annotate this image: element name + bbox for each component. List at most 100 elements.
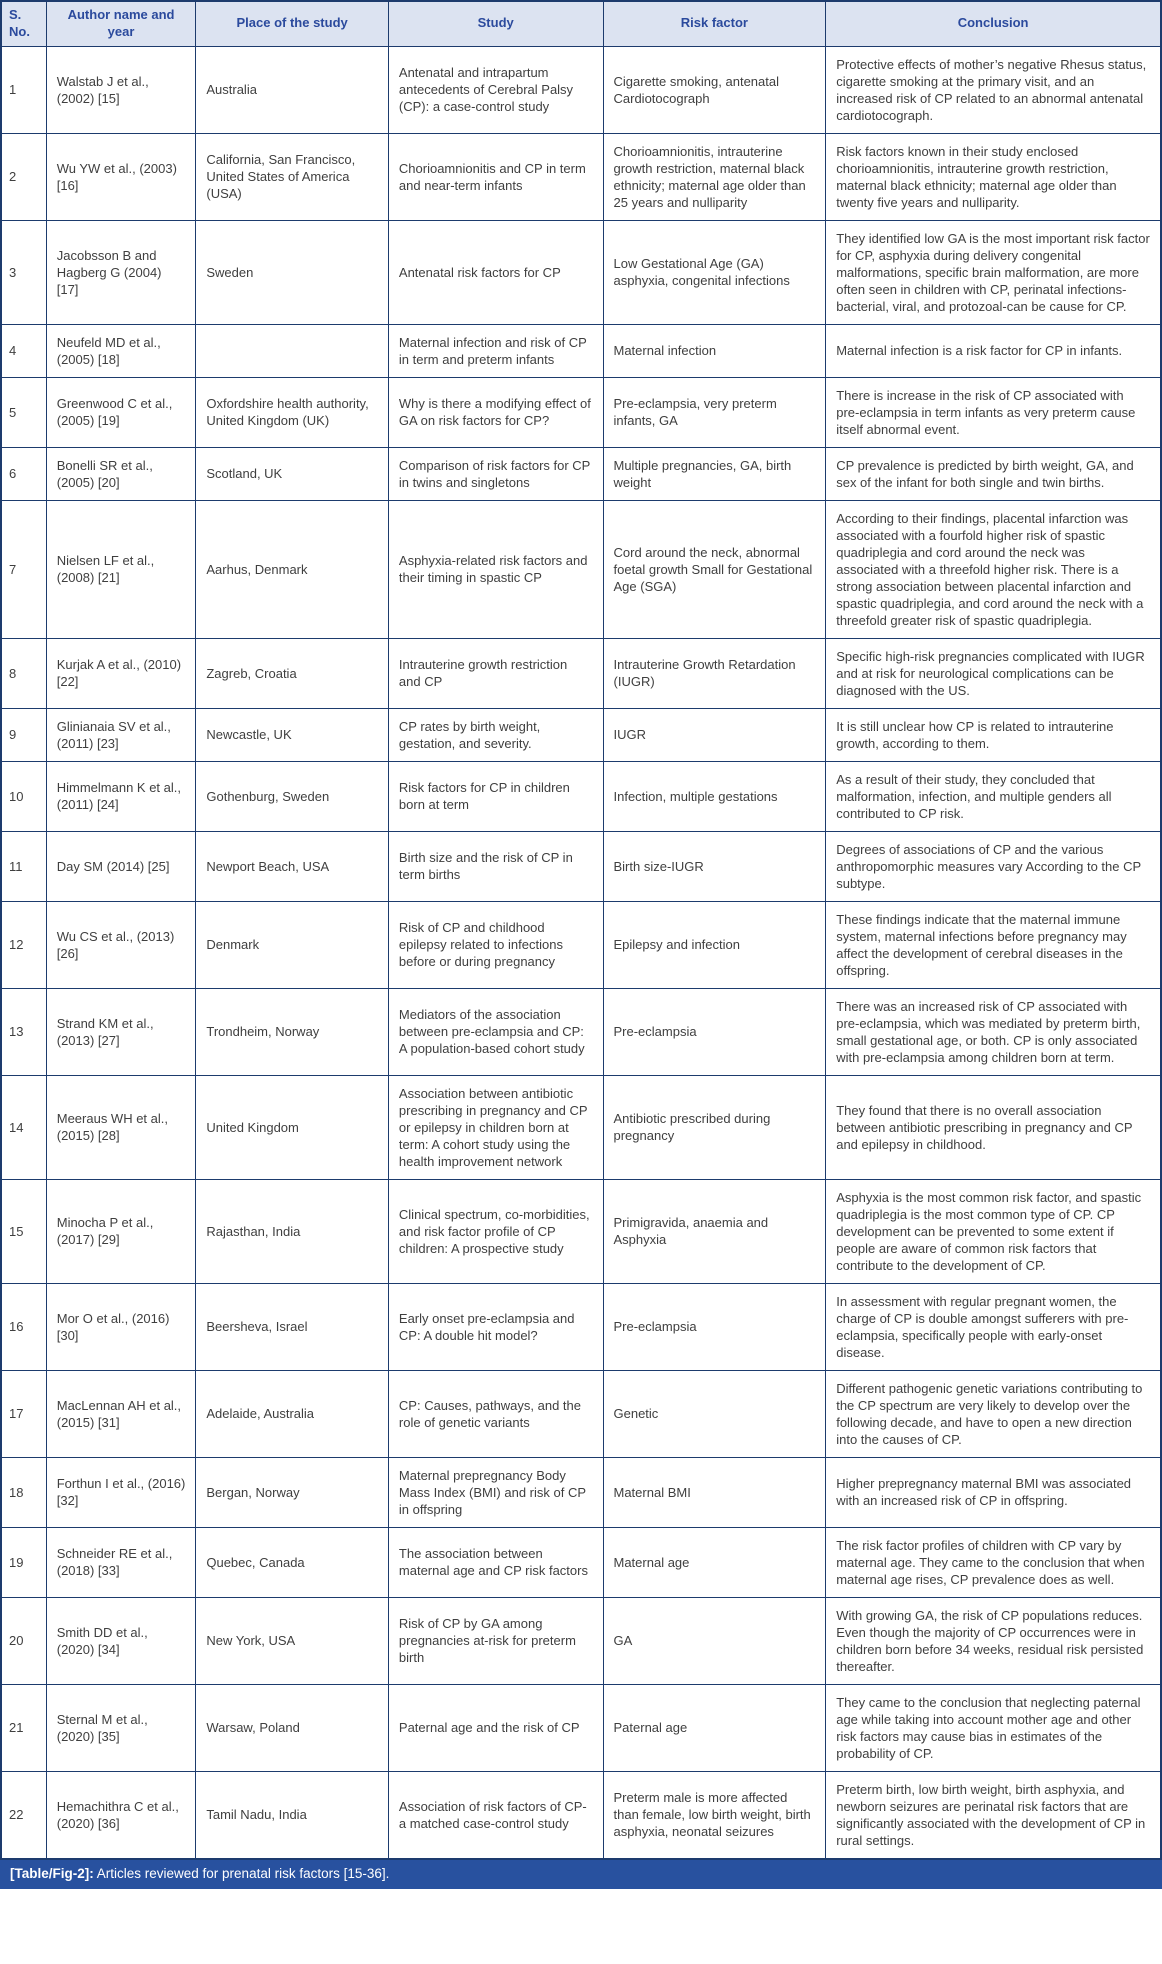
cell-study: Early onset pre-eclampsia and CP: A doub… [387, 1282, 604, 1371]
cell-author: Walstab J et al., (2002) [15] [45, 45, 197, 134]
cell-risk-factor: IUGR [602, 707, 827, 762]
cell-study: The association between maternal age and… [387, 1526, 604, 1598]
cell-serial-number: 22 [0, 1770, 47, 1860]
cell-risk-factor: Paternal age [602, 1683, 827, 1772]
cell-conclusion: Maternal infection is a risk factor for … [825, 323, 1162, 378]
cell-study: Antenatal and intrapartum antecedents of… [387, 45, 604, 134]
table-row: 22 Hemachithra C et al., (2020) [36] Tam… [0, 1770, 1162, 1860]
cell-serial-number: 7 [0, 499, 47, 639]
cell-author: Bonelli SR et al., (2005) [20] [45, 446, 197, 501]
cell-place: Quebec, Canada [195, 1526, 389, 1598]
cell-conclusion: There was an increased risk of CP associ… [825, 987, 1162, 1076]
cell-study: Maternal infection and risk of CP in ter… [387, 323, 604, 378]
cell-serial-number: 15 [0, 1178, 47, 1284]
cell-author: Wu CS et al., (2013) [26] [45, 900, 197, 989]
cell-place: Newport Beach, USA [195, 830, 389, 902]
col-header-serial-number: S. No. [0, 0, 47, 47]
cell-author: Sternal M et al., (2020) [35] [45, 1683, 197, 1772]
table-row: 5 Greenwood C et al., (2005) [19] Oxford… [0, 376, 1162, 448]
cell-author: MacLennan AH et al., (2015) [31] [45, 1369, 197, 1458]
cell-risk-factor: Preterm male is more affected than femal… [602, 1770, 827, 1860]
cell-serial-number: 17 [0, 1369, 47, 1458]
cell-conclusion: Higher prepregnancy maternal BMI was ass… [825, 1456, 1162, 1528]
table-row: 7 Nielsen LF et al., (2008) [21] Aarhus,… [0, 499, 1162, 639]
table-row: 3 Jacobsson B and Hagberg G (2004) [17] … [0, 219, 1162, 325]
table-caption: [Table/Fig-2]: Articles reviewed for pre… [0, 1859, 1162, 1889]
cell-risk-factor: Chorioamnionitis, intrauterine growth re… [602, 132, 827, 221]
cell-risk-factor: GA [602, 1596, 827, 1685]
cell-place: Scotland, UK [195, 446, 389, 501]
cell-risk-factor: Multiple pregnancies, GA, birth weight [602, 446, 827, 501]
cell-conclusion: Different pathogenic genetic variations … [825, 1369, 1162, 1458]
table-row: 20 Smith DD et al., (2020) [34] New York… [0, 1596, 1162, 1685]
cell-place: Newcastle, UK [195, 707, 389, 762]
cell-conclusion: CP prevalence is predicted by birth weig… [825, 446, 1162, 501]
cell-place: Gothenburg, Sweden [195, 760, 389, 832]
cell-conclusion: Risk factors known in their study enclos… [825, 132, 1162, 221]
cell-author: Smith DD et al., (2020) [34] [45, 1596, 197, 1685]
table-row: 14 Meeraus WH et al., (2015) [28] United… [0, 1074, 1162, 1180]
cell-serial-number: 16 [0, 1282, 47, 1371]
cell-place: Beersheva, Israel [195, 1282, 389, 1371]
table-row: 10 Himmelmann K et al., (2011) [24] Goth… [0, 760, 1162, 832]
cell-serial-number: 1 [0, 45, 47, 134]
cell-risk-factor: Maternal age [602, 1526, 827, 1598]
cell-author: Jacobsson B and Hagberg G (2004) [17] [45, 219, 197, 325]
table-row: 17 MacLennan AH et al., (2015) [31] Adel… [0, 1369, 1162, 1458]
cell-place: Tamil Nadu, India [195, 1770, 389, 1860]
cell-conclusion: Protective effects of mother’s negative … [825, 45, 1162, 134]
cell-conclusion: Asphyxia is the most common risk factor,… [825, 1178, 1162, 1284]
table-body: 1 Walstab J et al., (2002) [15] Australi… [0, 45, 1162, 1860]
cell-author: Schneider RE et al., (2018) [33] [45, 1526, 197, 1598]
cell-place: Zagreb, Croatia [195, 637, 389, 709]
cell-author: Neufeld MD et al., (2005) [18] [45, 323, 197, 378]
cell-study: CP rates by birth weight, gestation, and… [387, 707, 604, 762]
cell-author: Greenwood C et al., (2005) [19] [45, 376, 197, 448]
cell-serial-number: 4 [0, 323, 47, 378]
cell-conclusion: These findings indicate that the materna… [825, 900, 1162, 989]
cell-serial-number: 19 [0, 1526, 47, 1598]
header-row: S. No. Author name and year Place of the… [0, 0, 1162, 47]
cell-place: California, San Francisco, United States… [195, 132, 389, 221]
cell-study: Chorioamnionitis and CP in term and near… [387, 132, 604, 221]
cell-study: Maternal prepregnancy Body Mass Index (B… [387, 1456, 604, 1528]
cell-study: Mediators of the association between pre… [387, 987, 604, 1076]
cell-serial-number: 21 [0, 1683, 47, 1772]
cell-author: Strand KM et al., (2013) [27] [45, 987, 197, 1076]
cell-risk-factor: Intrauterine Growth Retardation (IUGR) [602, 637, 827, 709]
caption-text: Articles reviewed for prenatal risk fact… [93, 1865, 390, 1881]
cell-place: New York, USA [195, 1596, 389, 1685]
cell-risk-factor: Pre-eclampsia [602, 987, 827, 1076]
cell-risk-factor: Low Gestational Age (GA) asphyxia, conge… [602, 219, 827, 325]
table-row: 12 Wu CS et al., (2013) [26] Denmark Ris… [0, 900, 1162, 989]
cell-author: Mor O et al., (2016) [30] [45, 1282, 197, 1371]
cell-conclusion: They identified low GA is the most impor… [825, 219, 1162, 325]
prenatal-risk-factors-table: S. No. Author name and year Place of the… [0, 0, 1162, 1860]
cell-place [195, 323, 389, 378]
table-row: 1 Walstab J et al., (2002) [15] Australi… [0, 45, 1162, 134]
cell-study: Why is there a modifying effect of GA on… [387, 376, 604, 448]
cell-risk-factor: Epilepsy and infection [602, 900, 827, 989]
table-row: 13 Strand KM et al., (2013) [27] Trondhe… [0, 987, 1162, 1076]
cell-serial-number: 6 [0, 446, 47, 501]
cell-author: Minocha P et al., (2017) [29] [45, 1178, 197, 1284]
cell-conclusion: Preterm birth, low birth weight, birth a… [825, 1770, 1162, 1860]
col-header-author: Author name and year [45, 0, 197, 47]
cell-risk-factor: Pre-eclampsia [602, 1282, 827, 1371]
cell-serial-number: 2 [0, 132, 47, 221]
table-row: 19 Schneider RE et al., (2018) [33] Queb… [0, 1526, 1162, 1598]
cell-author: Day SM (2014) [25] [45, 830, 197, 902]
cell-place: Aarhus, Denmark [195, 499, 389, 639]
cell-serial-number: 14 [0, 1074, 47, 1180]
cell-risk-factor: Cigarette smoking, antenatal Cardiotocog… [602, 45, 827, 134]
cell-study: Asphyxia-related risk factors and their … [387, 499, 604, 639]
cell-study: Paternal age and the risk of CP [387, 1683, 604, 1772]
cell-study: CP: Causes, pathways, and the role of ge… [387, 1369, 604, 1458]
cell-place: Sweden [195, 219, 389, 325]
cell-study: Clinical spectrum, co-morbidities, and r… [387, 1178, 604, 1284]
cell-serial-number: 11 [0, 830, 47, 902]
cell-serial-number: 12 [0, 900, 47, 989]
cell-conclusion: Specific high-risk pregnancies complicat… [825, 637, 1162, 709]
cell-risk-factor: Cord around the neck, abnormal foetal gr… [602, 499, 827, 639]
cell-risk-factor: Pre-eclampsia, very preterm infants, GA [602, 376, 827, 448]
